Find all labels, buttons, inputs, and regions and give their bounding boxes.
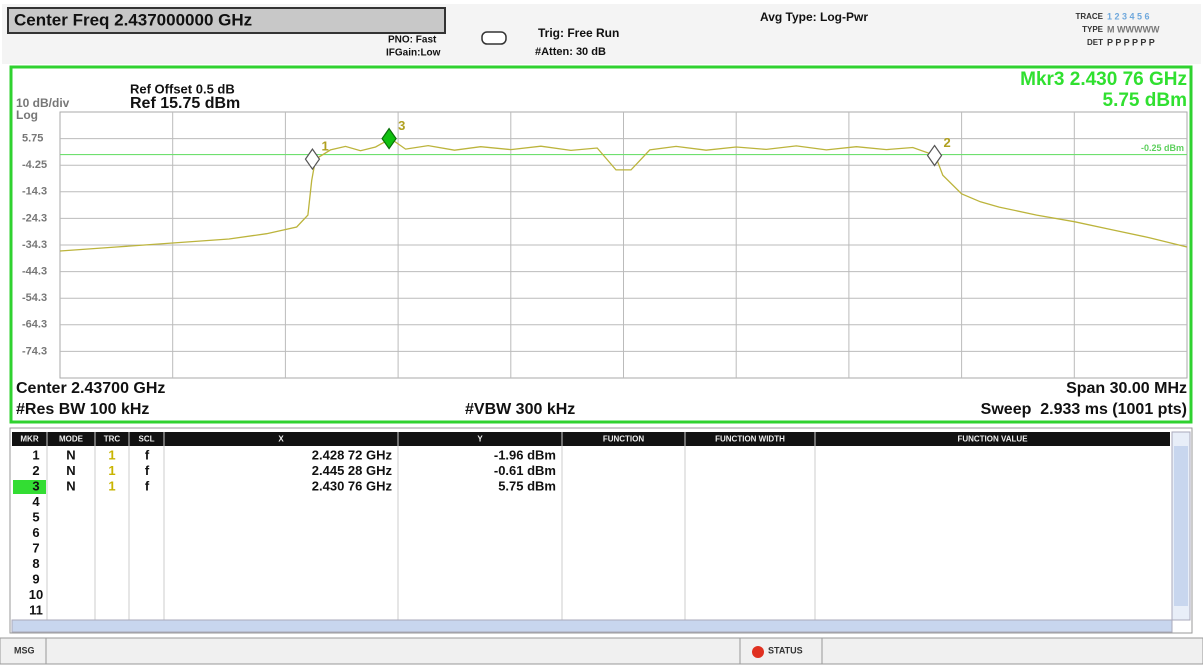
row-x: 2.428 72 GHz [312, 447, 393, 462]
res-bw: #Res BW 100 kHz [16, 401, 149, 418]
scale: 10 dB/div [16, 96, 70, 110]
v-scroll-thumb[interactable] [1174, 446, 1188, 606]
atten: #Atten: 30 dB [535, 46, 606, 58]
marker [381, 127, 397, 150]
row-number: 3 [32, 478, 39, 493]
row-trace: 1 [108, 463, 115, 478]
row-number: 1 [32, 447, 39, 462]
status-bar [0, 637, 1203, 665]
det-label: DET [1087, 38, 1103, 47]
y-tick-label: -34.3 [22, 239, 47, 251]
table-header: SCL [139, 435, 155, 444]
center-freq-box[interactable] [7, 7, 446, 34]
table-header: FUNCTION WIDTH [715, 435, 785, 444]
status-icon[interactable] [752, 646, 764, 658]
row-number: 4 [32, 494, 40, 509]
y-tick-label: -54.3 [22, 292, 47, 304]
y-tick-label: -24.3 [22, 212, 47, 224]
center: Center 2.43700 GHz [16, 380, 165, 397]
marker-number: 3 [398, 118, 405, 133]
ref-offset: Ref Offset 0.5 dB [130, 81, 235, 96]
row-mode: N [66, 447, 75, 462]
trace-values: 1 2 3 4 5 6 [1107, 11, 1150, 21]
row-number: 6 [32, 525, 39, 540]
row-number: 8 [32, 556, 39, 571]
row-mode: N [66, 478, 75, 493]
vbw: #VBW 300 kHz [465, 401, 575, 418]
scale-type: Log [16, 108, 38, 122]
row-scale: f [145, 463, 150, 478]
trig: Trig: Free Run [538, 26, 619, 40]
avg-type: Avg Type: Log-Pwr [760, 10, 868, 24]
marker [304, 148, 321, 171]
ifgain: IFGain:Low [386, 48, 441, 59]
y-tick-label: -4.25 [22, 159, 47, 171]
ref-level: Ref 15.75 dBm [130, 95, 240, 112]
y-tick-label: 5.75 [22, 133, 43, 145]
marker-table-frame [9, 427, 1193, 634]
active-row-cell [13, 480, 46, 494]
marker-table: MKR MODE TRC SCL X Y FUNCTION FUNCTION WIDTH FUN… [12, 432, 1170, 620]
msg: MSG [14, 645, 35, 655]
row-mode: N [66, 463, 75, 478]
row-number: 9 [32, 571, 39, 586]
sweep: Sweep 2.933 ms (1001 pts) [981, 401, 1187, 418]
table-header: FUNCTION [603, 435, 645, 444]
type-values: M WWWWW [1107, 24, 1160, 34]
marker-number: 1 [321, 139, 328, 154]
row-trace: 1 [108, 447, 115, 462]
row-number: 11 [29, 602, 43, 617]
det-values: P P P P P P [1107, 37, 1155, 47]
row-trace: 1 [108, 478, 115, 493]
span: Span 30.00 MHz [1066, 380, 1187, 397]
type-label: TYPE [1082, 25, 1104, 34]
row-y: 5.75 dBm [498, 478, 556, 493]
center-freq: Center Freq 2.437000000 GHz [14, 10, 252, 29]
trace-label: TRACE [1075, 12, 1103, 21]
h-scrollbar[interactable] [11, 619, 1173, 633]
row-y: -1.96 dBm [494, 447, 556, 462]
table-header: X [278, 435, 284, 444]
y-tick-label: -74.3 [22, 345, 47, 357]
marker [926, 144, 943, 167]
table-header: Y [477, 435, 483, 444]
table-header: TRC [104, 435, 121, 444]
row-scale: f [145, 478, 150, 493]
status[interactable]: STATUS [768, 645, 803, 655]
row-x: 2.430 76 GHz [312, 478, 393, 493]
y-tick-label: -64.3 [22, 319, 47, 331]
row-x: 2.445 28 GHz [312, 463, 393, 478]
marker-readout-value: 5.75 dBm [1103, 90, 1187, 111]
table-header: MODE [59, 435, 84, 444]
row-number: 2 [32, 463, 39, 478]
display-line-label: -0.25 dBm [1141, 143, 1184, 153]
marker-number: 2 [944, 135, 951, 150]
y-tick-label: -14.3 [22, 186, 47, 198]
table-header: FUNCTION VALUE [957, 435, 1028, 444]
plot-area: 5.75 -4.25 -14.3 -24.3 -34.3 -44.3 -54.3 -64.3 -… [22, 111, 1188, 379]
row-scale: f [145, 447, 150, 462]
pno: PNO: Fast [388, 35, 437, 46]
row-number: 10 [29, 587, 43, 602]
row-y: -0.61 dBm [494, 463, 556, 478]
marker-readout-freq: Mkr3 2.430 76 GHz [1020, 69, 1187, 90]
trace [59, 137, 1188, 252]
trigger-icon [481, 31, 507, 45]
row-number: 5 [32, 509, 39, 524]
y-tick-label: -44.3 [22, 266, 47, 278]
row-number: 7 [32, 540, 39, 555]
table-header-bg [12, 432, 1170, 446]
table-header: MKR [20, 435, 38, 444]
